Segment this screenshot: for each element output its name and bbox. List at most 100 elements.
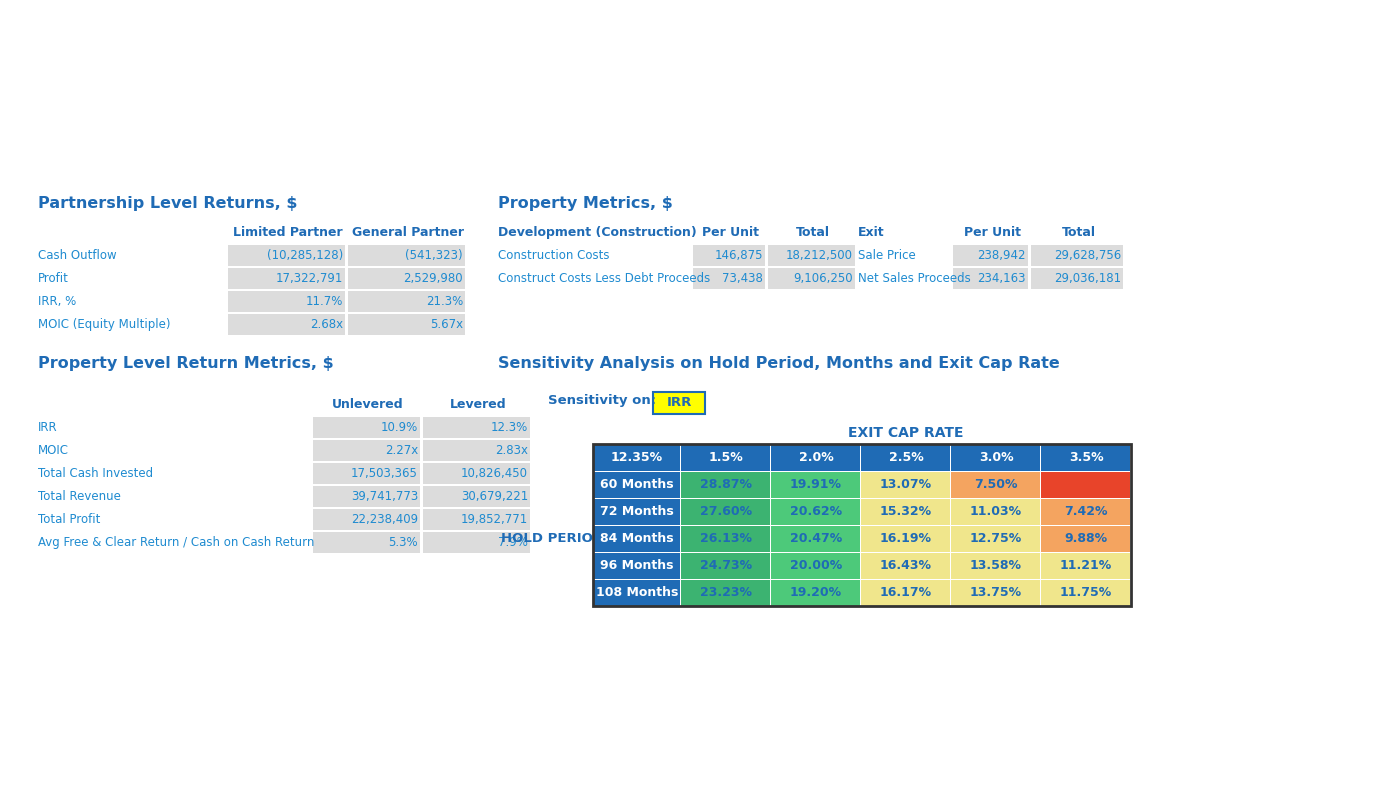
Bar (951, 445, 1040, 471)
Text: 13.58%: 13.58% (970, 559, 1022, 572)
Bar (771, 553, 860, 579)
Bar (348, 268, 465, 289)
Bar (313, 463, 420, 484)
Bar (593, 499, 680, 525)
Text: Property Level Return Metrics, $: Property Level Return Metrics, $ (38, 356, 334, 371)
Text: 19.20%: 19.20% (790, 586, 842, 599)
Bar (228, 314, 345, 335)
Text: 24.73%: 24.73% (699, 559, 752, 572)
Text: 7.42%: 7.42% (1064, 505, 1108, 518)
Text: 20.00%: 20.00% (790, 559, 842, 572)
Bar (951, 580, 1040, 606)
Bar (313, 509, 420, 530)
Text: General Partner: General Partner (352, 226, 463, 239)
Bar (681, 445, 771, 471)
Text: Total Revenue: Total Revenue (38, 490, 121, 503)
Bar (228, 245, 345, 266)
Text: Per Unit: Per Unit (702, 226, 759, 239)
Bar (1041, 553, 1129, 579)
Bar (423, 509, 530, 530)
Text: 22,238,409: 22,238,409 (350, 513, 417, 526)
Bar (228, 291, 345, 312)
Text: 20.47%: 20.47% (790, 532, 842, 545)
Text: MOIC: MOIC (38, 444, 68, 457)
Bar (861, 553, 951, 579)
Text: 1.5%: 1.5% (709, 451, 744, 464)
Text: 23.23%: 23.23% (699, 586, 752, 599)
Bar (1032, 245, 1122, 266)
Text: Property Metrics, $: Property Metrics, $ (498, 196, 673, 211)
Bar (692, 268, 765, 289)
Text: Profit: Profit (38, 272, 68, 285)
Text: 2.5%: 2.5% (889, 451, 923, 464)
Text: 16.19%: 16.19% (879, 532, 933, 545)
Text: Avg Free & Clear Return / Cash on Cash Return: Avg Free & Clear Return / Cash on Cash R… (38, 536, 314, 549)
Text: 3.5%: 3.5% (1069, 451, 1103, 464)
Text: 234,163: 234,163 (977, 272, 1026, 285)
Text: 19,852,771: 19,852,771 (461, 513, 528, 526)
Bar (313, 440, 420, 461)
Bar (313, 417, 420, 438)
Text: 11.75%: 11.75% (1060, 586, 1113, 599)
Text: 9.88%: 9.88% (1064, 532, 1107, 545)
Text: 73,438: 73,438 (722, 272, 764, 285)
Text: Total Profit: Total Profit (38, 513, 101, 526)
Text: 29,628,756: 29,628,756 (1054, 249, 1121, 262)
Text: Sensitivity Analysis on Hold Period, Months and Exit Cap Rate: Sensitivity Analysis on Hold Period, Mon… (498, 356, 1060, 371)
Bar (951, 553, 1040, 579)
Bar (348, 291, 465, 312)
Bar (861, 580, 951, 606)
Text: 12.75%: 12.75% (970, 532, 1022, 545)
Text: 13.75%: 13.75% (970, 586, 1022, 599)
Text: HOLD PERIOD: HOLD PERIOD (501, 532, 604, 545)
Bar (1032, 268, 1122, 289)
Text: 15.32%: 15.32% (879, 505, 933, 518)
Bar (313, 532, 420, 553)
Text: 11.21%: 11.21% (1060, 559, 1113, 572)
Bar (1041, 526, 1129, 552)
Text: MOIC (Equity Multiple): MOIC (Equity Multiple) (38, 318, 170, 331)
Text: 2.68x: 2.68x (310, 318, 343, 331)
Text: 2.83x: 2.83x (496, 444, 528, 457)
Bar (1041, 445, 1129, 471)
Text: Exit: Exit (859, 226, 885, 239)
Text: 18,212,500: 18,212,500 (786, 249, 853, 262)
Text: 11.03%: 11.03% (970, 505, 1022, 518)
Text: 5.3%: 5.3% (388, 536, 417, 549)
Text: 17,503,365: 17,503,365 (352, 467, 417, 480)
Bar (771, 472, 860, 498)
Bar (423, 532, 530, 553)
Text: Total Cash Invested: Total Cash Invested (38, 467, 154, 480)
Text: 16.17%: 16.17% (879, 586, 933, 599)
Text: Total: Total (1061, 226, 1096, 239)
Text: Sale Price: Sale Price (859, 249, 916, 262)
Bar (593, 472, 680, 498)
Text: IRR: IRR (666, 396, 691, 410)
Text: 30,679,221: 30,679,221 (461, 490, 528, 503)
Text: Limited Partner: Limited Partner (233, 226, 343, 239)
Bar (771, 526, 860, 552)
Bar (423, 440, 530, 461)
Text: Construct Costs Less Debt Proceeds: Construct Costs Less Debt Proceeds (498, 272, 711, 285)
Text: EXIT CAP RATE: EXIT CAP RATE (849, 426, 963, 440)
Text: 27.60%: 27.60% (699, 505, 752, 518)
Bar (771, 580, 860, 606)
Bar (681, 553, 771, 579)
Bar (951, 526, 1040, 552)
Text: 96 Months: 96 Months (600, 559, 674, 572)
Bar (653, 392, 705, 414)
Text: Per Unit: Per Unit (963, 226, 1020, 239)
Text: 12.35%: 12.35% (611, 451, 663, 464)
Bar (768, 245, 854, 266)
Text: 3.0%: 3.0% (979, 451, 1013, 464)
Bar (593, 526, 680, 552)
Text: IRR, %: IRR, % (38, 295, 77, 308)
Text: 84 Months: 84 Months (600, 532, 674, 545)
Bar (593, 445, 680, 471)
Bar (1041, 472, 1129, 498)
Bar (861, 445, 951, 471)
Text: 108 Months: 108 Months (596, 586, 678, 599)
Text: Partnership Level Returns, $: Partnership Level Returns, $ (38, 196, 297, 211)
Bar (951, 499, 1040, 525)
Bar (423, 417, 530, 438)
